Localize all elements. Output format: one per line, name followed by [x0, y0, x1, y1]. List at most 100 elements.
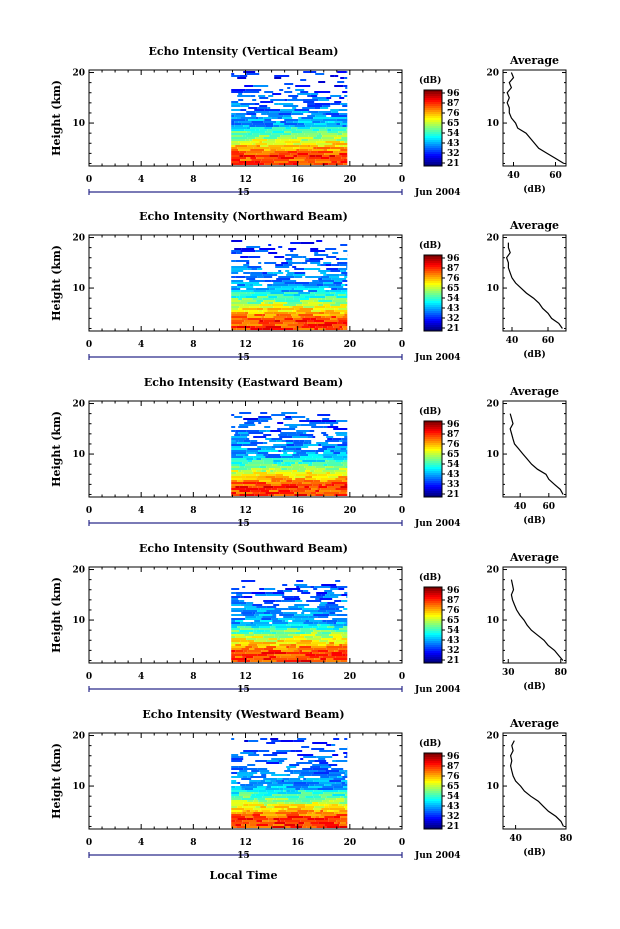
heatmap-cell	[308, 157, 321, 159]
colorbar-unit: (dB)	[419, 406, 441, 417]
heatmap-cell	[297, 806, 306, 808]
heatmap-cell	[231, 268, 248, 270]
heatmap-cell	[331, 784, 342, 786]
heatmap-cell	[326, 660, 341, 662]
x-tick-label: 0	[399, 838, 405, 848]
heatmap-cell	[344, 95, 348, 97]
heatmap-cell	[255, 794, 264, 796]
y-tick-label: 10	[72, 782, 85, 792]
heatmap-cell	[311, 125, 327, 127]
heatmap-cell	[262, 314, 266, 316]
heatmap-cell	[317, 632, 322, 634]
colorbar-swatch	[424, 295, 442, 298]
colorbar-swatch	[424, 779, 442, 782]
heatmap-cell	[289, 764, 300, 766]
y-tick-label: 20	[72, 400, 85, 410]
heatmap-cell	[299, 145, 308, 147]
heatmap-cell	[288, 95, 299, 97]
heatmap-cell	[314, 316, 322, 318]
heatmap-cell	[237, 77, 247, 79]
heatmap-cell	[330, 292, 336, 294]
heatmap-cell	[281, 468, 288, 470]
heatmap-cell	[288, 312, 297, 314]
colorbar-swatch	[424, 439, 442, 442]
heatmap-cell	[247, 650, 262, 652]
heatmap-cell	[326, 620, 338, 622]
heatmap-cell	[259, 474, 276, 476]
heatmap-cell	[261, 316, 265, 318]
heatmap-cell	[320, 658, 327, 660]
heatmap-cell	[274, 654, 291, 656]
colorbar-swatch	[424, 597, 442, 600]
heatmap-cell	[265, 492, 280, 494]
heatmap-cell	[285, 270, 290, 272]
colorbar-tick-label: 65	[447, 450, 460, 460]
heatmap-cell	[273, 648, 288, 650]
heatmap-cell	[250, 157, 257, 159]
heatmap-cell	[278, 153, 291, 155]
colorbar-swatch	[424, 297, 442, 300]
heatmap-cell	[311, 660, 327, 662]
heatmap-cell	[231, 810, 243, 812]
heatmap-cell	[282, 584, 288, 586]
colorbar-swatch	[424, 799, 442, 802]
colorbar-swatch	[424, 267, 442, 270]
heatmap-cell	[288, 622, 304, 624]
heatmap-cell	[291, 127, 298, 129]
heatmap-cell	[257, 786, 267, 788]
heatmap-cell	[332, 754, 339, 756]
heatmap-cell	[267, 654, 275, 656]
heatmap-cell	[231, 822, 243, 824]
x-axis-label: Local Time	[210, 869, 278, 882]
heatmap-cell	[294, 802, 307, 804]
x-tick-label: 16	[291, 340, 304, 350]
heatmap-cell	[255, 760, 268, 762]
heatmap-cell	[259, 248, 276, 250]
x-tick-label: 0	[86, 672, 92, 682]
heatmap-cell	[231, 306, 240, 308]
heatmap-cell	[242, 135, 246, 137]
heatmap-cell	[261, 810, 271, 812]
heatmap-cell	[322, 163, 329, 165]
heatmap-cell	[330, 472, 336, 474]
average-y-tick-label: 10	[486, 119, 499, 129]
heatmap-cell	[252, 99, 257, 101]
heatmap-cell	[331, 482, 348, 484]
heatmap-cell	[339, 113, 348, 115]
heatmap-cell	[323, 426, 328, 428]
colorbar-swatch	[424, 287, 442, 290]
heatmap-cell	[263, 460, 274, 462]
heatmap-cell	[261, 650, 269, 652]
heatmap-cell	[264, 804, 268, 806]
heatmap-cell	[287, 151, 298, 153]
heatmap-cell	[343, 624, 348, 626]
heatmap-cell	[344, 77, 348, 79]
colorbar-swatch	[424, 475, 442, 478]
heatmap-cell	[334, 101, 342, 103]
heatmap-cell	[293, 322, 298, 324]
heatmap-cell	[273, 818, 280, 820]
heatmap-cell	[231, 790, 247, 792]
heatmap-cell	[303, 816, 312, 818]
heatmap-cell	[337, 133, 343, 135]
heatmap-cell	[231, 276, 236, 278]
heatmap-cell	[325, 264, 332, 266]
heatmap-cell	[266, 790, 275, 792]
heatmap-cell	[231, 470, 239, 472]
heatmap-cell	[299, 624, 309, 626]
heatmap-cell	[253, 800, 259, 802]
heatmap-cell	[243, 802, 253, 804]
average-x-tick-label: 60	[549, 171, 562, 181]
heatmap-cell	[241, 470, 253, 472]
heatmap-cell	[261, 468, 270, 470]
heatmap-cell	[231, 776, 243, 778]
heatmap-cell	[235, 113, 247, 115]
heatmap-cell	[240, 752, 254, 754]
heatmap-cells	[231, 412, 348, 496]
heatmap-cell	[290, 750, 296, 752]
heatmap-cell	[274, 634, 289, 636]
colorbar-swatch	[424, 277, 442, 280]
heatmap-cell	[339, 326, 343, 328]
heatmap-cell	[308, 474, 318, 476]
heatmap-cell	[309, 155, 316, 157]
